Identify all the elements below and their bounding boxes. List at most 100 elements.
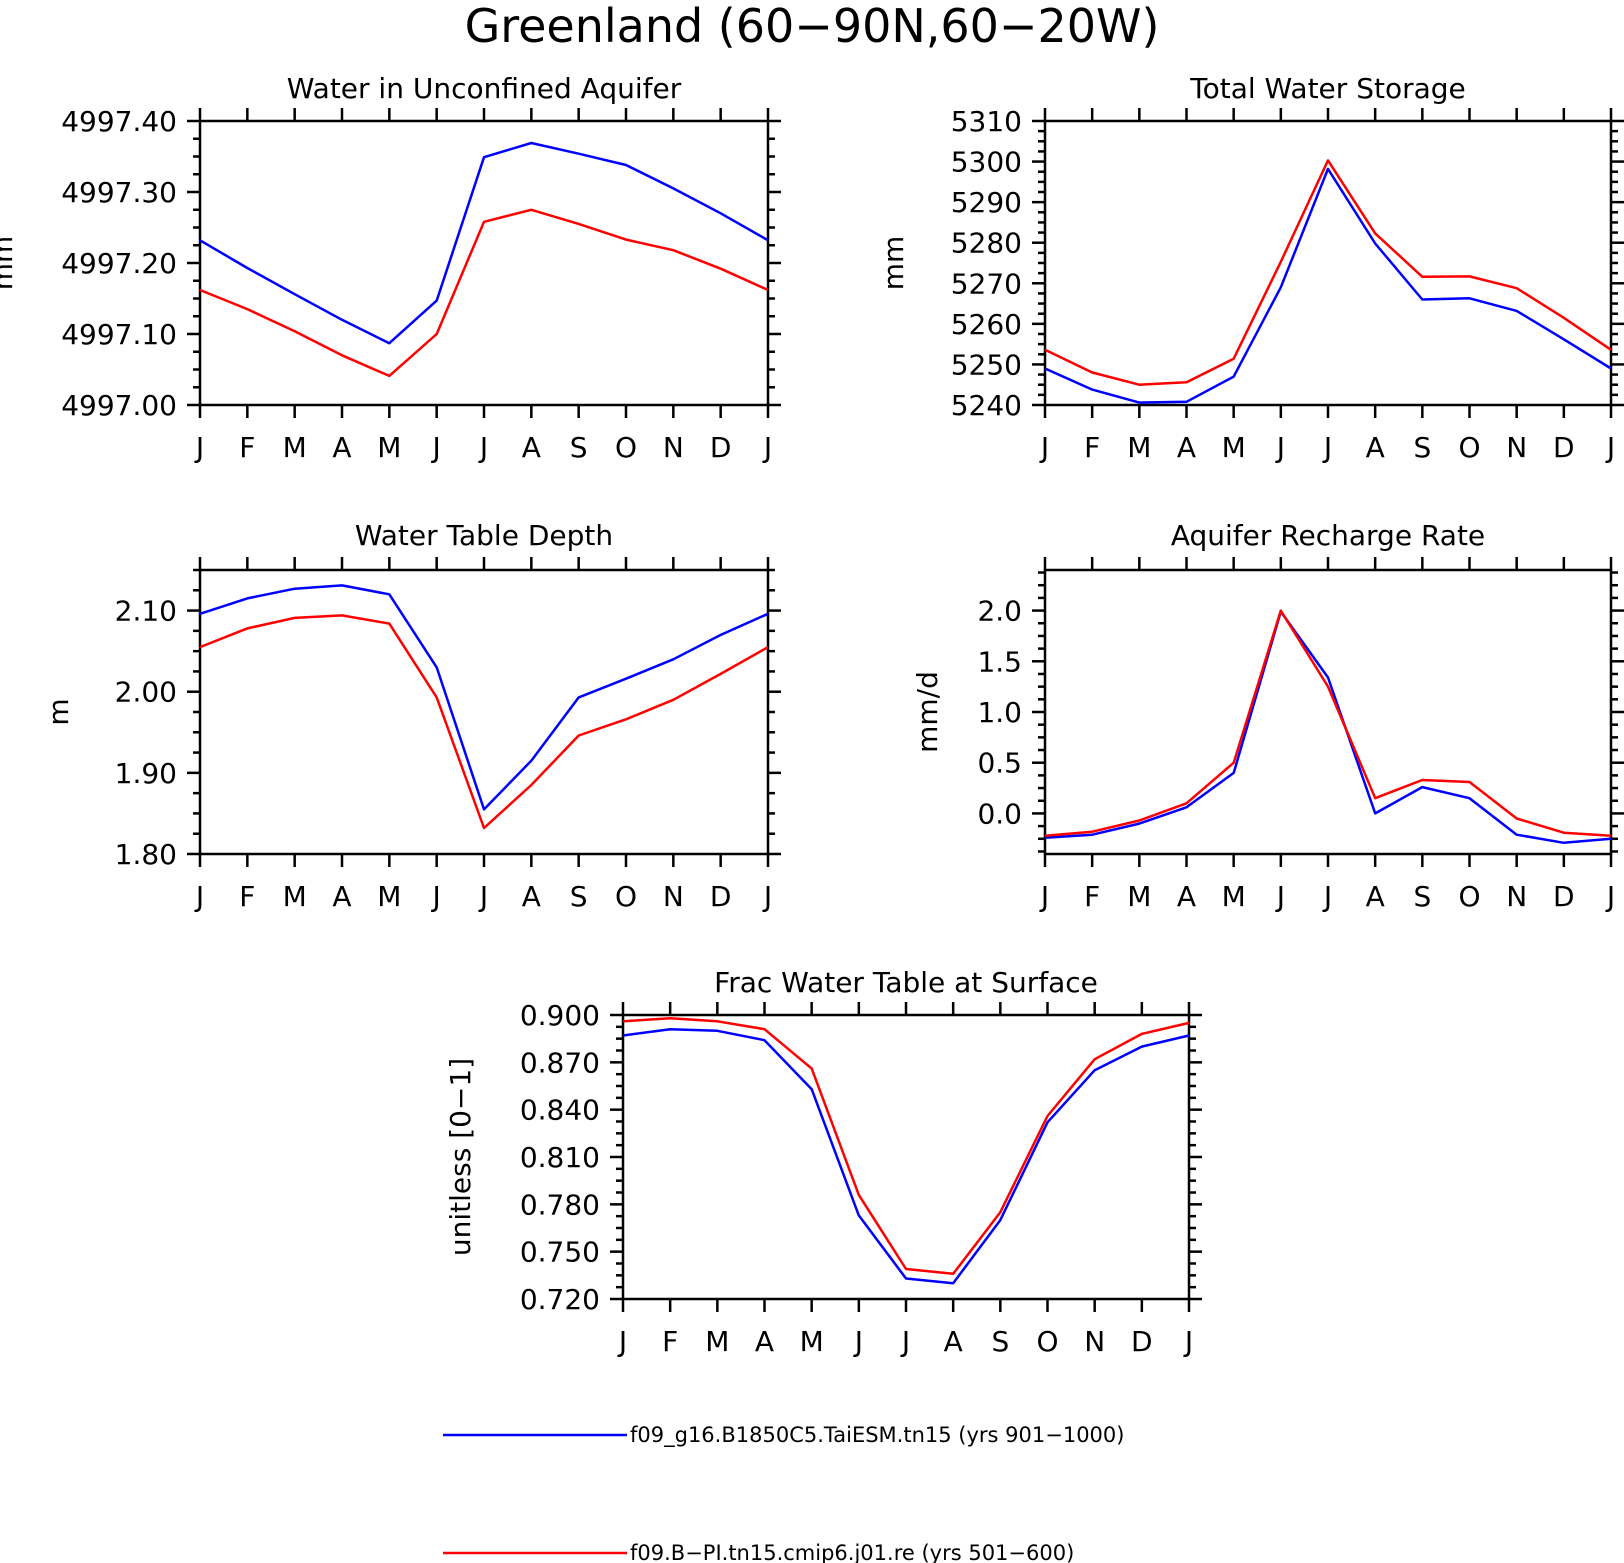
x-tick-label: S bbox=[991, 1325, 1009, 1358]
series-line-1 bbox=[1044, 609, 1612, 837]
x-tick-label: D bbox=[710, 880, 732, 913]
x-tick-label: M bbox=[705, 1325, 729, 1358]
x-tick-label: J bbox=[1275, 431, 1285, 464]
y-axis-label: mm/d bbox=[911, 671, 944, 753]
series-line-0 bbox=[1044, 610, 1612, 845]
x-tick-label: J bbox=[853, 1325, 863, 1358]
x-tick-label: N bbox=[663, 880, 684, 913]
x-tick-label: O bbox=[615, 431, 637, 464]
legend-label-0: f09_g16.B1850C5.TaiESM.tn15 (yrs 901−100… bbox=[630, 1423, 1124, 1448]
x-tick-label: J bbox=[617, 1325, 627, 1358]
plot-frame bbox=[1043, 119, 1613, 407]
y-tick-label: 5270 bbox=[951, 267, 1022, 300]
y-tick-label: 0.870 bbox=[520, 1046, 600, 1079]
x-tick-label: O bbox=[1458, 880, 1480, 913]
x-tick-label: F bbox=[662, 1325, 678, 1358]
y-tick-label: 0.840 bbox=[520, 1094, 600, 1127]
series-line-1 bbox=[1044, 159, 1612, 386]
x-tick-label: F bbox=[1084, 880, 1100, 913]
x-tick-label: M bbox=[283, 880, 307, 913]
x-tick-label: A bbox=[332, 880, 351, 913]
x-tick-label: A bbox=[1177, 880, 1196, 913]
plot-frame bbox=[1043, 568, 1613, 856]
x-tick-label: S bbox=[1413, 431, 1431, 464]
y-tick-label: 4997.30 bbox=[61, 176, 177, 209]
x-tick-label: M bbox=[1127, 880, 1151, 913]
x-tick-label: J bbox=[431, 880, 441, 913]
x-tick-label: M bbox=[1222, 880, 1246, 913]
x-tick-label: J bbox=[194, 431, 204, 464]
x-tick-label: J bbox=[1605, 431, 1615, 464]
y-tick-label: 5300 bbox=[951, 146, 1022, 179]
y-tick-label: 1.80 bbox=[115, 838, 177, 871]
x-tick-label: J bbox=[194, 880, 204, 913]
panel-title: Aquifer Recharge Rate bbox=[1171, 519, 1485, 552]
x-tick-label: J bbox=[1039, 880, 1049, 913]
y-tick-label: 5250 bbox=[951, 348, 1022, 381]
x-tick-label: J bbox=[431, 431, 441, 464]
y-tick-label: 0.900 bbox=[520, 999, 600, 1032]
x-tick-label: F bbox=[239, 880, 255, 913]
chart-panels: J F M A M J J A S O N D J4997.404997.304997.204997.1… bbox=[0, 72, 1624, 1358]
y-axis-label: m bbox=[42, 698, 75, 725]
x-tick-label: O bbox=[615, 880, 637, 913]
y-tick-label: 1.0 bbox=[977, 696, 1022, 729]
chart-panel-0: J F M A M J J A S O N D J4997.404997.304997.204997.1… bbox=[0, 72, 781, 464]
plot-frame bbox=[198, 119, 770, 407]
x-tick-label: A bbox=[1366, 431, 1385, 464]
x-tick-label: A bbox=[522, 431, 541, 464]
y-tick-label: 5240 bbox=[951, 389, 1022, 422]
x-tick-label: D bbox=[1553, 880, 1575, 913]
series-line-1 bbox=[199, 614, 769, 830]
y-tick-label: 2.00 bbox=[115, 676, 177, 709]
x-tick-label: J bbox=[478, 431, 488, 464]
x-tick-label: J bbox=[478, 880, 488, 913]
x-tick-label: F bbox=[239, 431, 255, 464]
x-tick-label: J bbox=[1039, 431, 1049, 464]
x-tick-label: J bbox=[1322, 880, 1332, 913]
y-tick-label: 5290 bbox=[951, 186, 1022, 219]
y-axis-label: mm bbox=[877, 236, 910, 291]
plot-frame bbox=[621, 1013, 1191, 1301]
panel-title: Total Water Storage bbox=[1189, 72, 1466, 105]
x-tick-label: J bbox=[1605, 880, 1615, 913]
legend: f09_g16.B1850C5.TaiESM.tn15 (yrs 901−100… bbox=[443, 1423, 1124, 1563]
x-tick-label: M bbox=[1222, 431, 1246, 464]
panel-title: Water Table Depth bbox=[355, 519, 613, 552]
x-tick-label: M bbox=[377, 431, 401, 464]
y-tick-label: 4997.40 bbox=[61, 105, 177, 138]
y-tick-label: 4997.00 bbox=[61, 389, 177, 422]
x-tick-label: M bbox=[283, 431, 307, 464]
y-tick-label: 4997.10 bbox=[61, 318, 177, 351]
y-tick-label: 2.10 bbox=[115, 595, 177, 628]
y-axis-label: unitless [0−1] bbox=[444, 1058, 477, 1256]
x-tick-label: J bbox=[762, 880, 772, 913]
y-tick-label: 0.810 bbox=[520, 1141, 600, 1174]
panel-title: Water in Unconfined Aquifer bbox=[287, 72, 682, 105]
series-line-0 bbox=[199, 141, 769, 345]
x-tick-label: J bbox=[900, 1325, 910, 1358]
series-line-0 bbox=[1044, 167, 1612, 404]
x-tick-label: N bbox=[1084, 1325, 1105, 1358]
series-line-1 bbox=[199, 208, 769, 378]
y-tick-label: 0.0 bbox=[977, 797, 1022, 830]
x-tick-label: J bbox=[762, 431, 772, 464]
x-tick-label: O bbox=[1458, 431, 1480, 464]
x-tick-label: A bbox=[332, 431, 351, 464]
x-tick-label: A bbox=[522, 880, 541, 913]
y-tick-label: 0.750 bbox=[520, 1236, 600, 1269]
y-axis-label: mm bbox=[0, 236, 19, 291]
x-tick-label: S bbox=[1413, 880, 1431, 913]
x-tick-label: M bbox=[377, 880, 401, 913]
y-tick-label: 4997.20 bbox=[61, 247, 177, 280]
x-tick-label: A bbox=[1177, 431, 1196, 464]
y-tick-label: 0.5 bbox=[977, 747, 1022, 780]
x-tick-label: O bbox=[1036, 1325, 1058, 1358]
panel-title: Frac Water Table at Surface bbox=[714, 966, 1098, 999]
chart-panel-4: J F M A M J J A S O N D J0.9000.8700.8400.8100.7800.… bbox=[444, 966, 1202, 1358]
y-tick-label: 1.5 bbox=[977, 645, 1022, 678]
plot-frame bbox=[198, 568, 770, 856]
x-tick-label: D bbox=[1131, 1325, 1153, 1358]
